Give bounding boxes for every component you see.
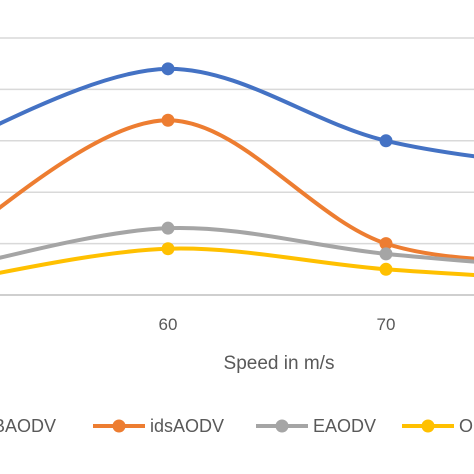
data-point-o-70	[379, 262, 393, 276]
legend-marker-idsaodv	[112, 419, 126, 433]
legend-item-baodv: BAODV	[0, 416, 56, 436]
series-line-o	[0, 246, 474, 278]
x-tick-label: 70	[377, 315, 396, 334]
series-baodv	[0, 62, 474, 159]
legend-item-o: O	[402, 416, 473, 436]
series-idsaodv	[0, 113, 474, 261]
legend-marker-o	[421, 419, 435, 433]
data-point-eaodv-70	[379, 247, 393, 261]
data-point-baodv-60	[161, 62, 175, 76]
x-axis-title: Speed in m/s	[224, 353, 335, 374]
legend-label-o: O	[459, 416, 473, 436]
legend-label-idsaodv: idsAODV	[150, 416, 224, 436]
x-tick-label: 60	[159, 315, 178, 334]
x-tick-labels: 60 70	[159, 315, 396, 334]
data-point-idsaodv-60	[161, 113, 175, 127]
series-eaodv	[0, 221, 474, 264]
data-point-o-60	[161, 242, 175, 256]
series-line-idsaodv	[0, 118, 474, 261]
legend-label-baodv: BAODV	[0, 416, 56, 436]
data-point-eaodv-60	[161, 221, 175, 235]
data-point-baodv-70	[379, 134, 393, 148]
legend-label-eaodv: EAODV	[313, 416, 376, 436]
series-o	[0, 242, 474, 278]
legend-item-idsaodv: idsAODV	[93, 416, 224, 436]
legend-item-eaodv: EAODV	[256, 416, 376, 436]
legend-marker-eaodv	[275, 419, 289, 433]
series-line-baodv	[0, 66, 474, 159]
series-line-eaodv	[0, 225, 474, 264]
data-point-idsaodv-70	[379, 237, 393, 251]
legend: BAODV idsAODV EAODV O	[0, 416, 473, 436]
series-lines	[0, 62, 474, 278]
